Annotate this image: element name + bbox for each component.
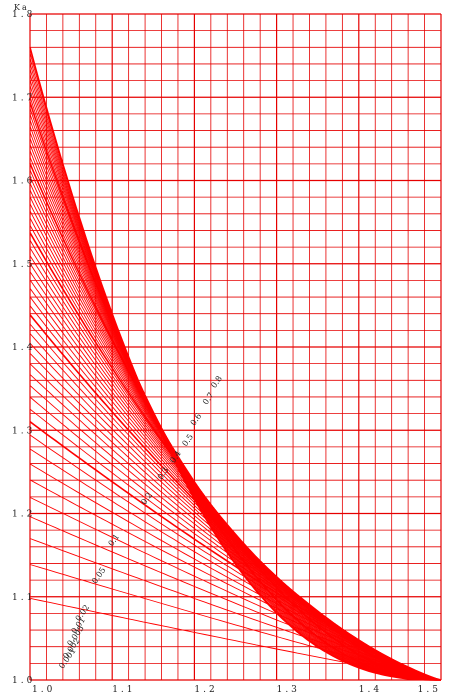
series-line — [29, 271, 442, 681]
y-tick-label: 1.0 — [12, 676, 35, 686]
series-line — [29, 90, 441, 681]
curve-label: 0.7 — [201, 391, 216, 407]
series-line — [29, 210, 442, 681]
series-line — [29, 342, 442, 681]
curves — [29, 47, 442, 681]
curve-label: 0.1 — [106, 532, 121, 548]
curve-label: 0.02 — [74, 603, 92, 623]
series-line — [29, 47, 441, 681]
x-tick-label: 1.0 — [32, 685, 55, 695]
curve-label: 0.05 — [90, 566, 108, 586]
y-tick-label: 1.8 — [12, 10, 35, 20]
series-line — [29, 138, 442, 681]
y-axis-label: Ka — [14, 3, 29, 12]
series-line — [29, 352, 442, 681]
y-tick-label: 1.3 — [12, 426, 35, 436]
series-line — [29, 156, 442, 681]
series-line — [29, 119, 442, 681]
curve-label: 0.2 — [139, 491, 154, 507]
y-tick-label: 1.5 — [12, 260, 35, 270]
y-tick-labels: 1.0 1.1 1.2 1.3 1.4 1.5 1.6 1.7 1.8 — [12, 10, 35, 686]
curve-label: 0.5 — [180, 432, 195, 448]
series-line — [29, 323, 442, 681]
series-line — [29, 74, 441, 681]
y-tick-label: 1.6 — [12, 177, 35, 187]
series-line — [29, 57, 441, 681]
series-line — [29, 333, 442, 681]
y-tick-label: 1.2 — [12, 510, 35, 520]
series-line — [29, 150, 442, 681]
series-line — [29, 131, 442, 681]
series-line — [29, 263, 442, 681]
series-line — [29, 113, 442, 681]
series-line — [29, 102, 441, 681]
series-line — [29, 144, 442, 681]
y-tick-label: 1.1 — [12, 593, 35, 603]
x-tick-label: 1.1 — [112, 685, 135, 695]
y-tick-label: 1.4 — [12, 343, 35, 353]
series-line — [29, 52, 441, 681]
x-tick-label: 1.2 — [194, 685, 217, 695]
x-tick-labels: 1.0 1.1 1.2 1.3 1.4 1.5 — [32, 685, 441, 695]
series-line — [29, 363, 442, 681]
series-line — [29, 463, 442, 681]
y-tick-label: 1.7 — [12, 93, 35, 103]
x-tick-label: 1.3 — [277, 685, 300, 695]
series-line — [29, 125, 442, 681]
series-line — [29, 176, 442, 681]
x-tick-label: 1.5 — [418, 685, 441, 695]
series-line — [29, 163, 442, 681]
series-line — [29, 305, 442, 681]
x-tick-label: 1.4 — [359, 685, 382, 695]
curve-label: 0.8 — [209, 374, 224, 390]
